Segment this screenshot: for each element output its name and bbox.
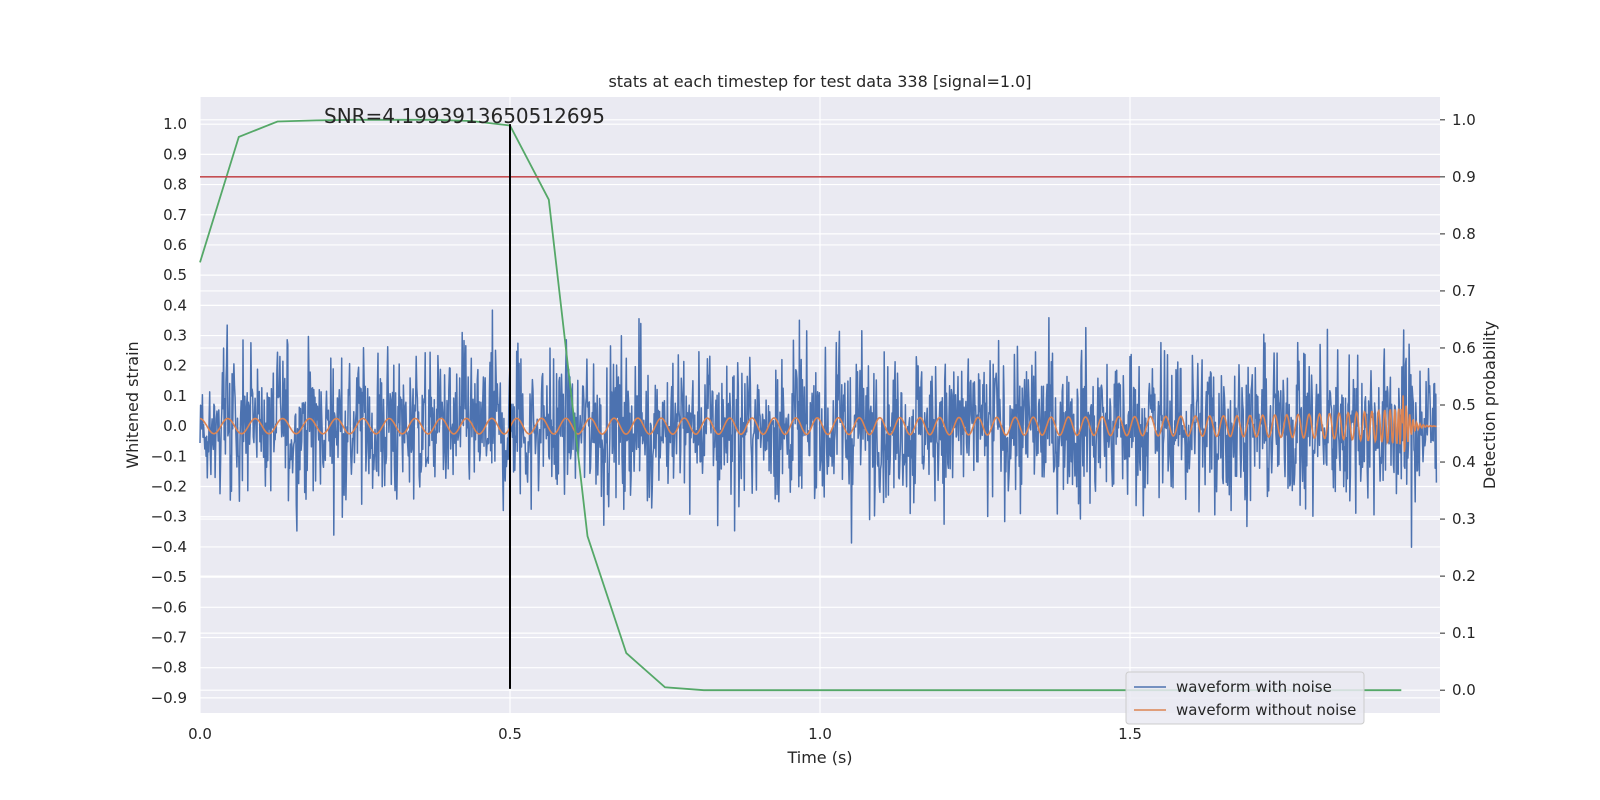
legend-label-noise: waveform with noise bbox=[1176, 678, 1332, 696]
legend-box bbox=[1125, 671, 1365, 725]
y-tick-label: 1.0 bbox=[163, 115, 187, 133]
y2-tick-label: 0.6 bbox=[1452, 339, 1476, 357]
y-tick-label: −0.9 bbox=[151, 689, 187, 707]
y2-tick-label: 0.1 bbox=[1452, 624, 1476, 642]
clean-layer bbox=[199, 395, 1437, 452]
y2-tick-label: 0.4 bbox=[1452, 453, 1476, 471]
y-tick-label: 0.2 bbox=[163, 357, 187, 375]
ticks: 0.0 0.5 1.0 1.5 1.0 0.9 0.8 0.7 0.6 0.5 0.4 0.3 0.2 0… bbox=[151, 111, 1476, 743]
y-tick-label: −0.4 bbox=[151, 538, 187, 556]
x-tick-label: 1.5 bbox=[1118, 725, 1142, 743]
y-tick-label: −0.5 bbox=[151, 568, 187, 586]
y-tick-label: 0.9 bbox=[163, 145, 187, 163]
y-tick-label: −0.8 bbox=[151, 659, 187, 677]
y-tick-label: −0.2 bbox=[151, 478, 187, 496]
y2-tick-label: 1.0 bbox=[1452, 111, 1476, 129]
y2-tick-label: 0.8 bbox=[1452, 225, 1476, 243]
y-tick-label: −0.6 bbox=[151, 598, 187, 616]
y-tick-label: 0.7 bbox=[163, 206, 187, 224]
legend-label-clean: waveform without noise bbox=[1176, 701, 1356, 719]
y-axis-label: Whitened strain bbox=[123, 341, 142, 468]
y-tick-label: 0.0 bbox=[163, 417, 187, 435]
legend: waveform with noise waveform without noi… bbox=[1125, 671, 1365, 725]
y2-tick-label: 0.2 bbox=[1452, 567, 1476, 585]
snr-annotation: SNR=4.1993913650512695 bbox=[324, 104, 605, 128]
x-axis-label: Time (s) bbox=[786, 748, 852, 767]
y-tick-label: −0.7 bbox=[151, 629, 187, 647]
y-tick-label: 0.4 bbox=[163, 296, 187, 314]
y2-tick-label: 0.7 bbox=[1452, 282, 1476, 300]
y2-tick-label: 0.9 bbox=[1452, 168, 1476, 186]
y2-tick-label: 0.3 bbox=[1452, 510, 1476, 528]
clean-series-line bbox=[199, 395, 1437, 452]
y2-tick-label: 0.5 bbox=[1452, 396, 1476, 414]
y-tick-label: 0.3 bbox=[163, 327, 187, 345]
chart-title: stats at each timestep for test data 338… bbox=[608, 72, 1031, 91]
y-tick-label: −0.3 bbox=[151, 508, 187, 526]
y-tick-label: −0.1 bbox=[151, 447, 187, 465]
y-tick-label: 0.1 bbox=[163, 387, 187, 405]
y-tick-label: 0.5 bbox=[163, 266, 187, 284]
x-tick-label: 0.0 bbox=[188, 725, 212, 743]
y-tick-label: 0.8 bbox=[163, 176, 187, 194]
reference-lines bbox=[200, 124, 1440, 689]
y-tick-label: 0.6 bbox=[163, 236, 187, 254]
y2-axis-label: Detection probability bbox=[1480, 321, 1499, 489]
x-tick-label: 1.0 bbox=[808, 725, 832, 743]
y2-tick-label: 0.0 bbox=[1452, 681, 1476, 699]
x-tick-label: 0.5 bbox=[498, 725, 522, 743]
